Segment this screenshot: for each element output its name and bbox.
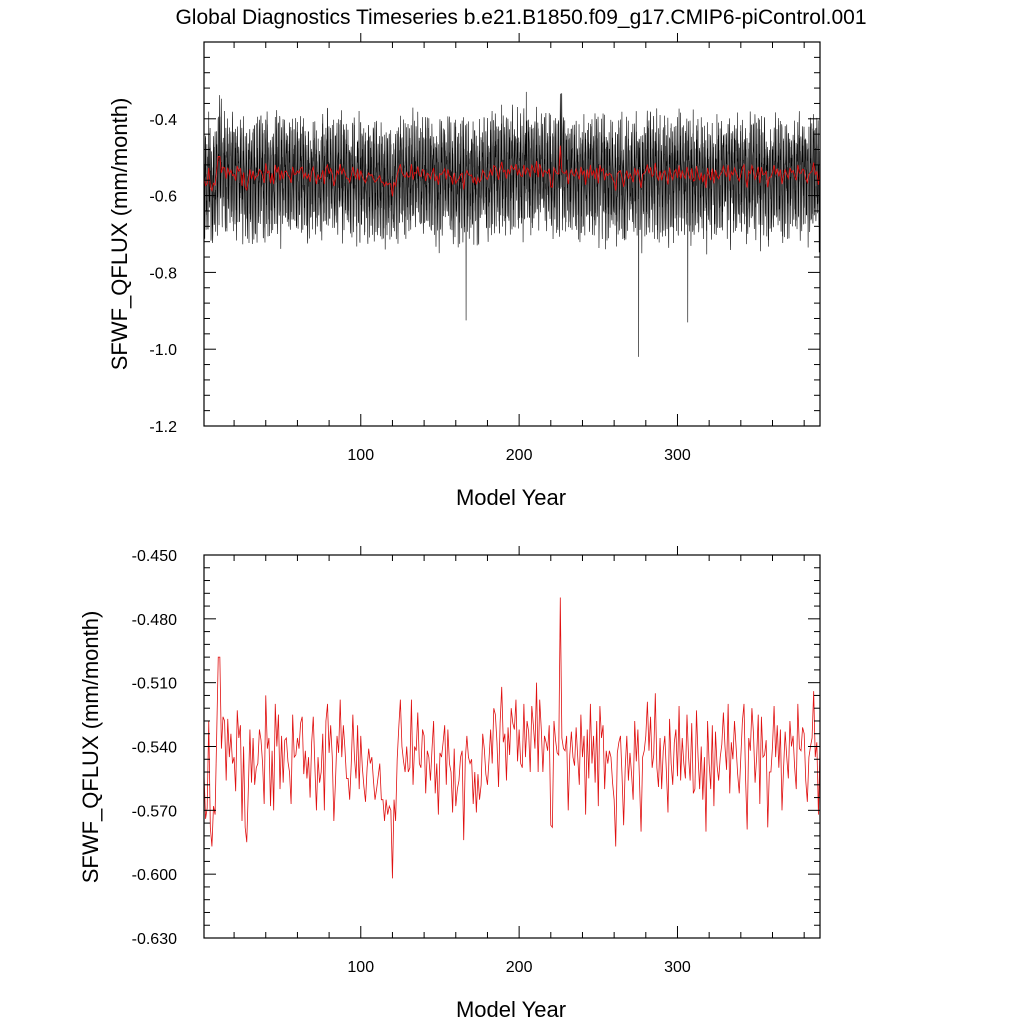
top-panel-y-axis-title: SFWF_QFLUX (mm/month) xyxy=(107,98,132,371)
top-panel-y-tick-label: -1.0 xyxy=(149,342,177,359)
bottom-panel-series-layer xyxy=(204,597,820,879)
bottom-panel-x-tick-label: 300 xyxy=(664,959,691,976)
bottom-panel-x-tick-label: 200 xyxy=(506,959,533,976)
bottom-panel-y-tick-label: -0.570 xyxy=(132,803,177,820)
top-panel: 100 200 300 -0.4 -0.6 -0.8 -1.0 -1.2 Model Year… xyxy=(107,33,821,510)
bottom-panel-y-axis-title: SFWF_QFLUX (mm/month) xyxy=(78,611,103,884)
bottom-panel-x-tick-label: 100 xyxy=(347,959,374,976)
top-panel-y-tick-label: -0.4 xyxy=(149,112,177,129)
bottom-panel-y-tick-label: -0.510 xyxy=(132,676,177,693)
top-panel-series-layer xyxy=(204,91,820,357)
top-panel-annual-series-line xyxy=(204,145,820,197)
top-panel-x-tick-label: 100 xyxy=(347,447,374,464)
bottom-panel-y-tick-label: -0.480 xyxy=(132,612,177,629)
top-panel-x-axis-title: Model Year xyxy=(456,485,566,510)
top-panel-plot-frame xyxy=(203,41,821,427)
bottom-panel-y-tick-label: -0.450 xyxy=(132,548,177,565)
bottom-panel-x-axis-title: Model Year xyxy=(456,997,566,1022)
top-panel-monthly-series-line xyxy=(204,91,820,357)
figure-title: Global Diagnostics Timeseries b.e21.B185… xyxy=(175,6,866,29)
bottom-panel-annual-series-line xyxy=(204,597,820,879)
bottom-panel-y-tick-label: -0.600 xyxy=(132,867,177,884)
top-panel-y-tick-label: -0.6 xyxy=(149,189,177,206)
top-panel-y-tick-label: -1.2 xyxy=(149,419,177,436)
bottom-panel-tick-layer: 100 200 300 -0.450 -0.480 -0.510 -0.540 -0.570 -… xyxy=(132,546,820,976)
bottom-panel-y-tick-label: -0.630 xyxy=(132,931,177,948)
bottom-panel: 100 200 300 -0.450 -0.480 -0.510 -0.540 -0.570 -… xyxy=(78,546,821,1022)
bottom-panel-y-tick-label: -0.540 xyxy=(132,740,177,757)
top-panel-tick-layer: 100 200 300 -0.4 -0.6 -0.8 -1.0 -1.2 xyxy=(149,33,820,464)
top-panel-x-tick-label: 200 xyxy=(506,447,533,464)
top-panel-y-tick-label: -0.8 xyxy=(149,265,177,282)
top-panel-x-tick-label: 300 xyxy=(664,447,691,464)
